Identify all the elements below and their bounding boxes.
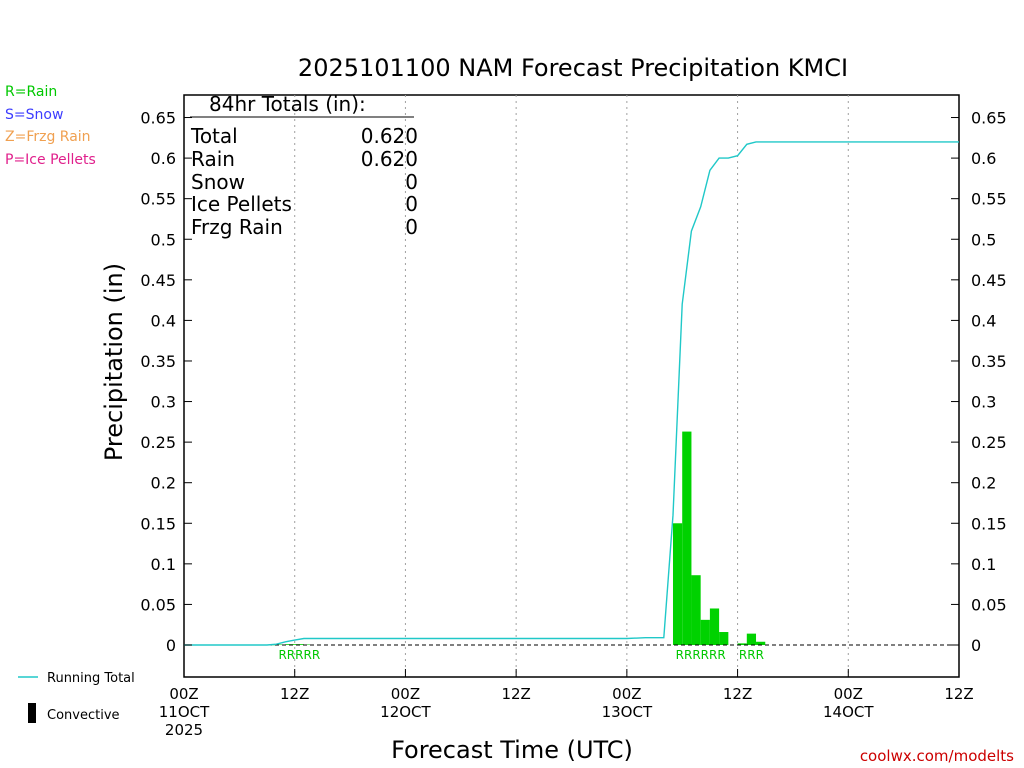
y-tick-label-right-7: 0.35: [971, 352, 1007, 371]
grid-lines: [294, 95, 849, 677]
y-tick-label-right-3: 0.15: [971, 514, 1007, 533]
running-total-label: Running Total: [47, 671, 135, 686]
precip-bar-12: [746, 633, 757, 645]
x-tick-label-6-1: 14OCT: [823, 703, 874, 721]
x-tick-label-2-0: 00Z: [391, 685, 420, 703]
y-tick-label-right-13: 0.65: [971, 109, 1007, 128]
totals-value-rain: 0.620: [361, 147, 418, 171]
y-tick-label-left-2: 0.1: [151, 555, 176, 574]
ptype-label-0: RRRRR: [278, 648, 320, 662]
y-axis-label: Precipitation (in): [100, 263, 128, 461]
y-tick-label-right-9: 0.45: [971, 271, 1007, 290]
x-tick-label-1-0: 12Z: [280, 685, 309, 703]
credit-text: coolwx.com/modelts: [860, 747, 1014, 765]
x-tick-label-0-0: 00Z: [169, 685, 198, 703]
legend-ice-pellets: P=Ice Pellets: [5, 152, 96, 168]
x-tick-label-7-0: 12Z: [944, 685, 973, 703]
y-tick-label-right-11: 0.55: [971, 190, 1007, 209]
y-tick-label-right-4: 0.2: [971, 474, 996, 493]
legend-snow: S=Snow: [5, 107, 63, 123]
precip-bar-11: [737, 643, 747, 645]
totals-value-snow: 0: [405, 170, 418, 194]
precip-bar-6: [682, 431, 692, 645]
precip-type-legend: R=Rain S=Snow Z=Frzg Rain P=Ice Pellets: [5, 84, 96, 168]
totals-label-total: Total: [190, 124, 238, 148]
precip-bar-1: [276, 644, 286, 646]
totals-value-frzg: 0: [405, 215, 418, 239]
y-tick-label-right-1: 0.05: [971, 595, 1007, 614]
y-tick-label-left-12: 0.6: [151, 149, 176, 168]
precip-bar-9: [709, 608, 720, 645]
precip-bar-4: [303, 644, 314, 646]
plot-frame: [183, 94, 960, 678]
ptype-label-2: RRR: [739, 648, 764, 662]
y-tick-label-left-9: 0.45: [140, 271, 176, 290]
x-tick-label-3-0: 12Z: [501, 685, 530, 703]
y-tick-label-right-2: 0.1: [971, 555, 996, 574]
convective-swatch: [28, 703, 36, 723]
totals-heading: 84hr Totals (in):: [209, 92, 366, 116]
totals-label-snow: Snow: [191, 170, 245, 194]
y-tick-label-right-0: 0: [971, 636, 981, 655]
y-tick-label-left-6: 0.3: [151, 393, 176, 412]
precip-bar-7: [691, 575, 701, 645]
y-tick-label-right-12: 0.6: [971, 149, 996, 168]
precip-bar-8: [700, 619, 710, 645]
running-total-line: [184, 141, 959, 646]
legend-rain: R=Rain: [5, 84, 57, 100]
x-tick-label-4-1: 13OCT: [602, 703, 653, 721]
y-tick-label-right-10: 0.5: [971, 230, 996, 249]
y-tick-label-right-5: 0.25: [971, 433, 1007, 452]
legend-frzg-rain: Z=Frzg Rain: [5, 129, 91, 145]
y-tick-label-left-0: 0: [166, 636, 176, 655]
y-tick-label-left-5: 0.25: [140, 433, 176, 452]
precip-bar-5: [672, 523, 683, 645]
bottom-legend: Running Total Convective: [18, 671, 135, 723]
chart-title: 2025101100 NAM Forecast Precipitation KM…: [298, 54, 848, 82]
y-axis-right: 0 0.05 0.1 0.15 0.2 0.25 0.3 0.35 0.4 0.45 0.5 0.55…: [951, 109, 1007, 655]
y-tick-label-left-11: 0.55: [140, 190, 176, 209]
y-tick-label-right-6: 0.3: [971, 393, 996, 412]
y-tick-label-left-7: 0.35: [140, 352, 176, 371]
totals-label-ice: Ice Pellets: [191, 192, 292, 216]
totals-label-rain: Rain: [191, 147, 235, 171]
totals-value-ice: 0: [405, 192, 418, 216]
x-tick-label-0-2: 2025: [165, 721, 203, 739]
y-tick-label-left-3: 0.15: [140, 514, 176, 533]
totals-label-frzg: Frzg Rain: [191, 215, 283, 239]
totals-box: 84hr Totals (in): Total 0.620 Rain 0.620…: [190, 92, 418, 239]
x-tick-label-4-0: 00Z: [612, 685, 641, 703]
y-axis-left: 0 0.05 0.1 0.15 0.2 0.25 0.3 0.35 0.4 0.45 0.5 0.55…: [140, 109, 192, 655]
x-tick-label-5-0: 12Z: [723, 685, 752, 703]
totals-value-total: 0.620: [361, 124, 418, 148]
y-tick-label-left-10: 0.5: [151, 230, 176, 249]
y-tick-label-left-4: 0.2: [151, 474, 176, 493]
precip-bars: [267, 431, 766, 646]
ptype-label-1: RRRRRR: [676, 648, 726, 662]
convective-label: Convective: [47, 708, 120, 723]
x-tick-label-2-1: 12OCT: [380, 703, 431, 721]
x-axis-label: Forecast Time (UTC): [391, 736, 633, 764]
y-tick-label-right-8: 0.4: [971, 311, 996, 330]
precip-bar-10: [719, 632, 729, 645]
y-tick-label-left-13: 0.65: [140, 109, 176, 128]
x-tick-label-0-1: 11OCT: [159, 703, 210, 721]
precip-bar-13: [756, 641, 766, 645]
y-tick-label-left-1: 0.05: [140, 595, 176, 614]
x-tick-label-6-0: 00Z: [834, 685, 863, 703]
y-tick-label-left-8: 0.4: [151, 311, 176, 330]
ptype-annotations: RRRRR RRRRRR RRR: [278, 648, 763, 662]
